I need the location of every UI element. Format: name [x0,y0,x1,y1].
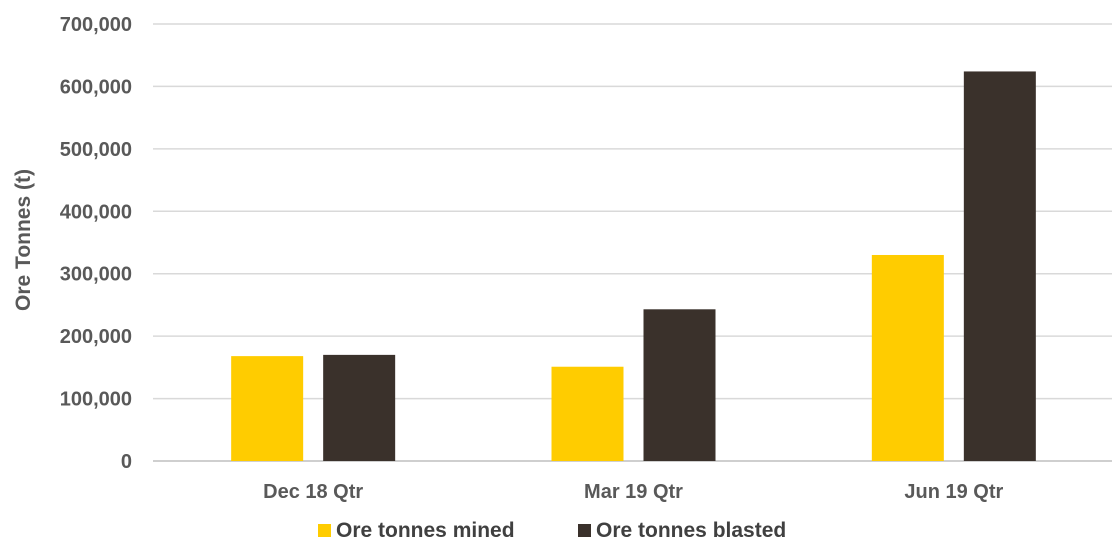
y-tick-label: 300,000 [60,264,132,286]
bar-ore-tonnes-mined-mar-19-qtr [551,366,624,461]
legend-swatch [578,524,591,537]
bar-ore-tonnes-blasted-jun-19-qtr [963,71,1036,462]
legend-label: Ore tonnes mined [336,519,515,542]
y-tick-label: 600,000 [60,76,132,98]
x-tick-label: Dec 18 Qtr [263,481,363,503]
y-tick-label: 400,000 [60,201,132,223]
bar-ore-tonnes-mined-dec-18-qtr [231,356,304,461]
legend-swatch [318,524,331,537]
y-tick-label: 100,000 [60,389,132,411]
y-tick-label: 0 [121,451,132,473]
y-tick-label: 200,000 [60,326,132,348]
bar-ore-tonnes-blasted-mar-19-qtr [643,309,716,461]
y-tick-label: 700,000 [60,14,132,36]
gridlines [153,23,1112,462]
legend-label: Ore tonnes blasted [596,519,786,542]
y-axis-title: Ore Tonnes (t) [12,169,35,311]
bar-ore-tonnes-mined-jun-19-qtr [871,254,944,461]
x-tick-label: Mar 19 Qtr [584,481,683,503]
x-tick-label: Jun 19 Qtr [904,481,1003,503]
x-axis-ticks: Dec 18 Qtr Mar 19 Qtr Jun 19 Qtr [263,481,1003,503]
legend: Ore tonnes mined Ore tonnes blasted [318,519,786,542]
bars [231,71,1036,462]
y-axis-ticks: 0 100,000 200,000 300,000 400,000 500,000 600,… [60,14,132,473]
y-tick-label: 500,000 [60,139,132,161]
bar-ore-tonnes-blasted-dec-18-qtr [323,354,396,461]
